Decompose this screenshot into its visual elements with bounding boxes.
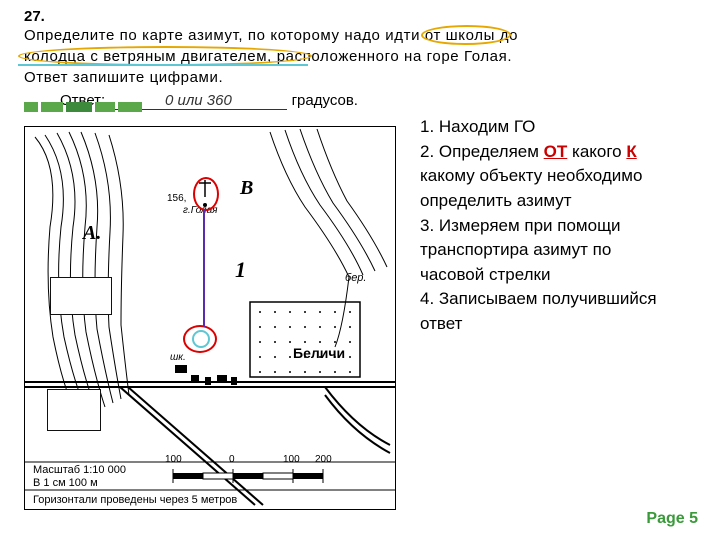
question-block: 27. Определите по карте азимут, по котор… [0, 0, 720, 88]
scale-title: Масштаб 1:10 000 [33, 464, 126, 478]
scale-num-0: 100 [165, 454, 182, 465]
map-label-1: 1 [235, 257, 246, 283]
s2c: какому объекту необходимо определить ази… [420, 166, 642, 210]
step-1: 1. Находим ГО [420, 115, 680, 140]
scale-block: Масштаб 1:10 000 В 1 см 100 м [33, 464, 126, 492]
steps-list: 1. Находим ГО 2. Определяем ОТ какого К … [420, 115, 680, 337]
step-2: 2. Определяем ОТ какого К какому объекту… [420, 140, 680, 214]
scale-num-1: 0 [229, 454, 235, 465]
question-text: Определите по карте азимут, по которому … [24, 25, 664, 88]
q-line1c: до [495, 27, 518, 44]
box-2 [50, 277, 112, 315]
azimuth-line [203, 209, 205, 327]
q-line2b: расположенного на горе Голая. [272, 48, 512, 65]
horiz-text: Горизонтали проведены через 5 метров [33, 494, 237, 506]
cyan-ring [192, 330, 210, 348]
q-line3: Ответ запишите цифрами. [24, 69, 223, 86]
river-label: бер. [345, 272, 366, 284]
q-line1b: от школы [425, 27, 495, 44]
answer-unit: градусов. [292, 92, 358, 109]
scale-sub: В 1 см 100 м [33, 477, 126, 491]
q-line2a: колодца с ветряным двигателем, [24, 48, 272, 65]
map-box: А. В 1 2 3 Беличи г.Голая 156, бер. шк. … [24, 126, 396, 510]
question-number: 27. [24, 8, 58, 25]
elev-label: 156, [167, 193, 186, 204]
s2b: какого [567, 142, 626, 161]
green-decoration [24, 98, 164, 110]
target-circle-bottom [183, 325, 217, 353]
step-3: 3. Измеряем при помощи транспортира азим… [420, 214, 680, 288]
town-label: Беличи [293, 345, 345, 361]
scale-num-2: 100 [283, 454, 300, 465]
step-4: 4. Записываем получившийся ответ [420, 287, 680, 336]
map-label-b: В [240, 177, 253, 200]
page-number: Page 5 [646, 510, 698, 528]
map-label-a: А. [83, 222, 101, 245]
target-circle-top [193, 177, 219, 211]
school-label: шк. [170, 352, 186, 363]
s2-k: К [626, 142, 636, 161]
scale-num-3: 200 [315, 454, 332, 465]
s2-ot: ОТ [544, 142, 568, 161]
s2a: 2. Определяем [420, 142, 544, 161]
box-3 [47, 389, 101, 431]
q-line1a: Определите по карте азимут, по которому … [24, 27, 425, 44]
